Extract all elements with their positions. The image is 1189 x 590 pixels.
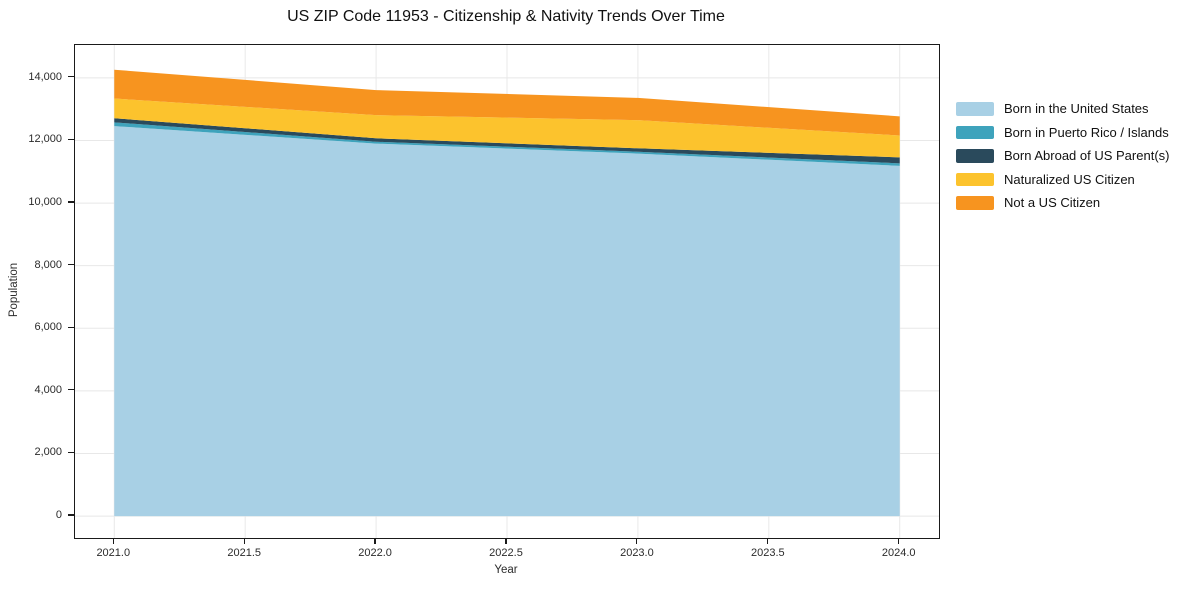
x-tick-mark	[505, 538, 507, 544]
x-tick-label: 2022.5	[489, 547, 523, 559]
x-tick-label: 2022.0	[358, 547, 392, 559]
x-tick-label: 2023.0	[620, 547, 654, 559]
legend: Born in the United States Born in Puerto …	[956, 102, 1169, 220]
y-tick-label: 12,000	[28, 133, 62, 146]
plot-area	[74, 44, 940, 539]
x-tick-mark	[243, 538, 245, 544]
x-tick-mark	[636, 538, 638, 544]
legend-swatch	[956, 196, 994, 210]
y-tick-label: 0	[55, 509, 62, 522]
area-series	[114, 98, 900, 158]
y-tick-label: 14,000	[28, 70, 62, 83]
y-tick-label: 4,000	[34, 383, 62, 396]
y-tick-label: 8,000	[34, 258, 62, 271]
y-tick-mark	[68, 138, 74, 141]
x-axis-label: Year	[494, 564, 518, 576]
chart-title: US ZIP Code 11953 - Citizenship & Nativi…	[287, 8, 725, 25]
legend-label: Born in the United States	[1004, 101, 1149, 116]
y-tick-label: 6,000	[34, 321, 62, 334]
y-tick-mark	[68, 451, 74, 454]
legend-item: Not a US Citizen	[956, 196, 1169, 210]
legend-label: Born in Puerto Rico / Islands	[1004, 124, 1169, 140]
y-tick-label: 2,000	[34, 446, 62, 459]
legend-item: Born in Puerto Rico / Islands	[956, 124, 1169, 140]
area-series	[114, 126, 900, 517]
x-tick-mark	[374, 538, 376, 544]
stacked-area-chart	[75, 45, 939, 538]
area-series	[114, 69, 900, 136]
y-tick-mark	[68, 514, 74, 516]
legend-item: Born Abroad of US Parent(s)	[956, 149, 1169, 163]
x-tick-label: 2023.5	[750, 547, 785, 559]
legend-label: Born Abroad of US Parent(s)	[1004, 148, 1170, 163]
y-tick-label: 10,000	[28, 196, 62, 209]
x-tick-label: 2024.0	[881, 547, 916, 559]
x-tick-mark	[767, 538, 769, 544]
legend-swatch	[956, 149, 994, 163]
legend-label: Naturalized US Citizen	[1004, 171, 1135, 187]
legend-item: Naturalized US Citizen	[956, 171, 1169, 187]
y-tick-mark	[68, 76, 74, 78]
x-tick-mark	[112, 538, 114, 544]
area-series	[114, 118, 900, 164]
x-tick-label: 2021.5	[227, 547, 261, 559]
legend-swatch	[956, 102, 994, 116]
legend-item: Born in the United States	[956, 102, 1169, 116]
x-tick-label: 2021.0	[96, 547, 131, 559]
legend-swatch	[956, 172, 994, 186]
area-series	[114, 122, 900, 166]
legend-label: Not a US Citizen	[1004, 195, 1101, 210]
y-tick-mark	[68, 264, 74, 266]
legend-swatch	[956, 125, 994, 139]
y-tick-mark	[68, 201, 74, 203]
y-tick-mark	[68, 389, 74, 391]
x-tick-mark	[898, 538, 900, 544]
y-tick-mark	[68, 326, 74, 328]
